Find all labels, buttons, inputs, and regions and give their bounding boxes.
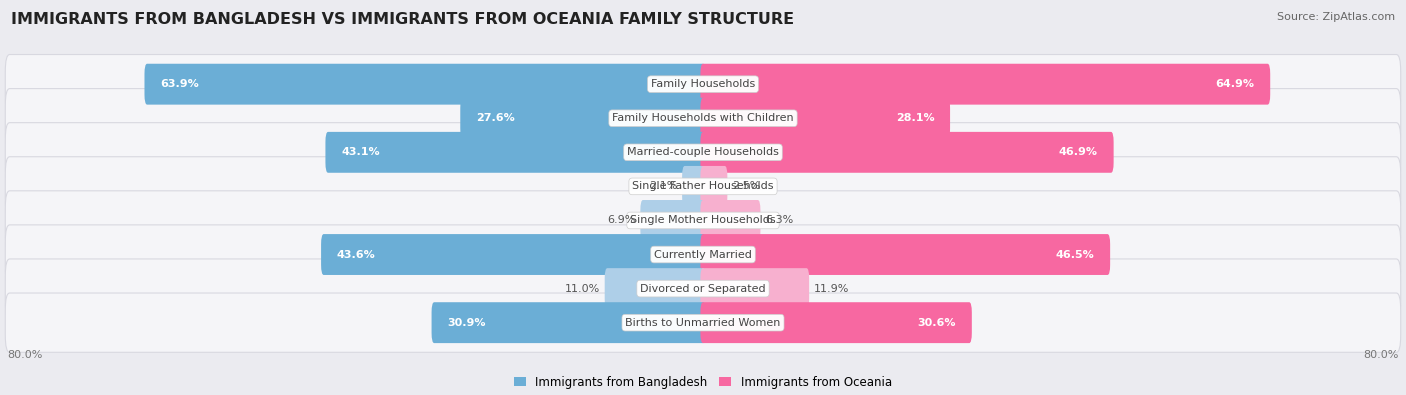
FancyBboxPatch shape: [6, 157, 1400, 216]
FancyBboxPatch shape: [700, 64, 1270, 105]
FancyBboxPatch shape: [6, 191, 1400, 250]
Text: 6.9%: 6.9%: [607, 215, 636, 226]
Text: 64.9%: 64.9%: [1216, 79, 1254, 89]
Text: 11.9%: 11.9%: [814, 284, 849, 293]
FancyBboxPatch shape: [682, 166, 706, 207]
Text: Family Households with Children: Family Households with Children: [612, 113, 794, 123]
Legend: Immigrants from Bangladesh, Immigrants from Oceania: Immigrants from Bangladesh, Immigrants f…: [509, 371, 897, 394]
Text: Single Father Households: Single Father Households: [633, 181, 773, 192]
FancyBboxPatch shape: [700, 234, 1111, 275]
FancyBboxPatch shape: [325, 132, 706, 173]
Text: 80.0%: 80.0%: [7, 350, 42, 360]
Text: 43.6%: 43.6%: [337, 250, 375, 260]
FancyBboxPatch shape: [460, 98, 706, 139]
Text: 27.6%: 27.6%: [477, 113, 515, 123]
FancyBboxPatch shape: [700, 166, 727, 207]
FancyBboxPatch shape: [605, 268, 706, 309]
Text: Divorced or Separated: Divorced or Separated: [640, 284, 766, 293]
Text: 2.1%: 2.1%: [650, 181, 678, 192]
Text: 6.3%: 6.3%: [765, 215, 793, 226]
FancyBboxPatch shape: [700, 302, 972, 343]
FancyBboxPatch shape: [700, 200, 761, 241]
FancyBboxPatch shape: [640, 200, 706, 241]
Text: 63.9%: 63.9%: [160, 79, 198, 89]
Text: Family Households: Family Households: [651, 79, 755, 89]
FancyBboxPatch shape: [321, 234, 706, 275]
Text: Births to Unmarried Women: Births to Unmarried Women: [626, 318, 780, 328]
Text: Source: ZipAtlas.com: Source: ZipAtlas.com: [1277, 12, 1395, 22]
FancyBboxPatch shape: [6, 55, 1400, 114]
FancyBboxPatch shape: [6, 88, 1400, 148]
FancyBboxPatch shape: [6, 225, 1400, 284]
Text: 2.5%: 2.5%: [731, 181, 761, 192]
FancyBboxPatch shape: [700, 98, 950, 139]
FancyBboxPatch shape: [700, 268, 808, 309]
Text: 11.0%: 11.0%: [565, 284, 600, 293]
Text: 46.9%: 46.9%: [1059, 147, 1098, 157]
FancyBboxPatch shape: [432, 302, 706, 343]
Text: 30.9%: 30.9%: [447, 318, 485, 328]
Text: 28.1%: 28.1%: [896, 113, 935, 123]
Text: IMMIGRANTS FROM BANGLADESH VS IMMIGRANTS FROM OCEANIA FAMILY STRUCTURE: IMMIGRANTS FROM BANGLADESH VS IMMIGRANTS…: [11, 12, 794, 27]
FancyBboxPatch shape: [145, 64, 706, 105]
Text: 46.5%: 46.5%: [1056, 250, 1094, 260]
Text: 80.0%: 80.0%: [1364, 350, 1399, 360]
FancyBboxPatch shape: [6, 259, 1400, 318]
FancyBboxPatch shape: [6, 293, 1400, 352]
Text: Married-couple Households: Married-couple Households: [627, 147, 779, 157]
FancyBboxPatch shape: [700, 132, 1114, 173]
FancyBboxPatch shape: [6, 123, 1400, 182]
Text: Currently Married: Currently Married: [654, 250, 752, 260]
Text: 43.1%: 43.1%: [342, 147, 380, 157]
Text: Single Mother Households: Single Mother Households: [630, 215, 776, 226]
Text: 30.6%: 30.6%: [918, 318, 956, 328]
